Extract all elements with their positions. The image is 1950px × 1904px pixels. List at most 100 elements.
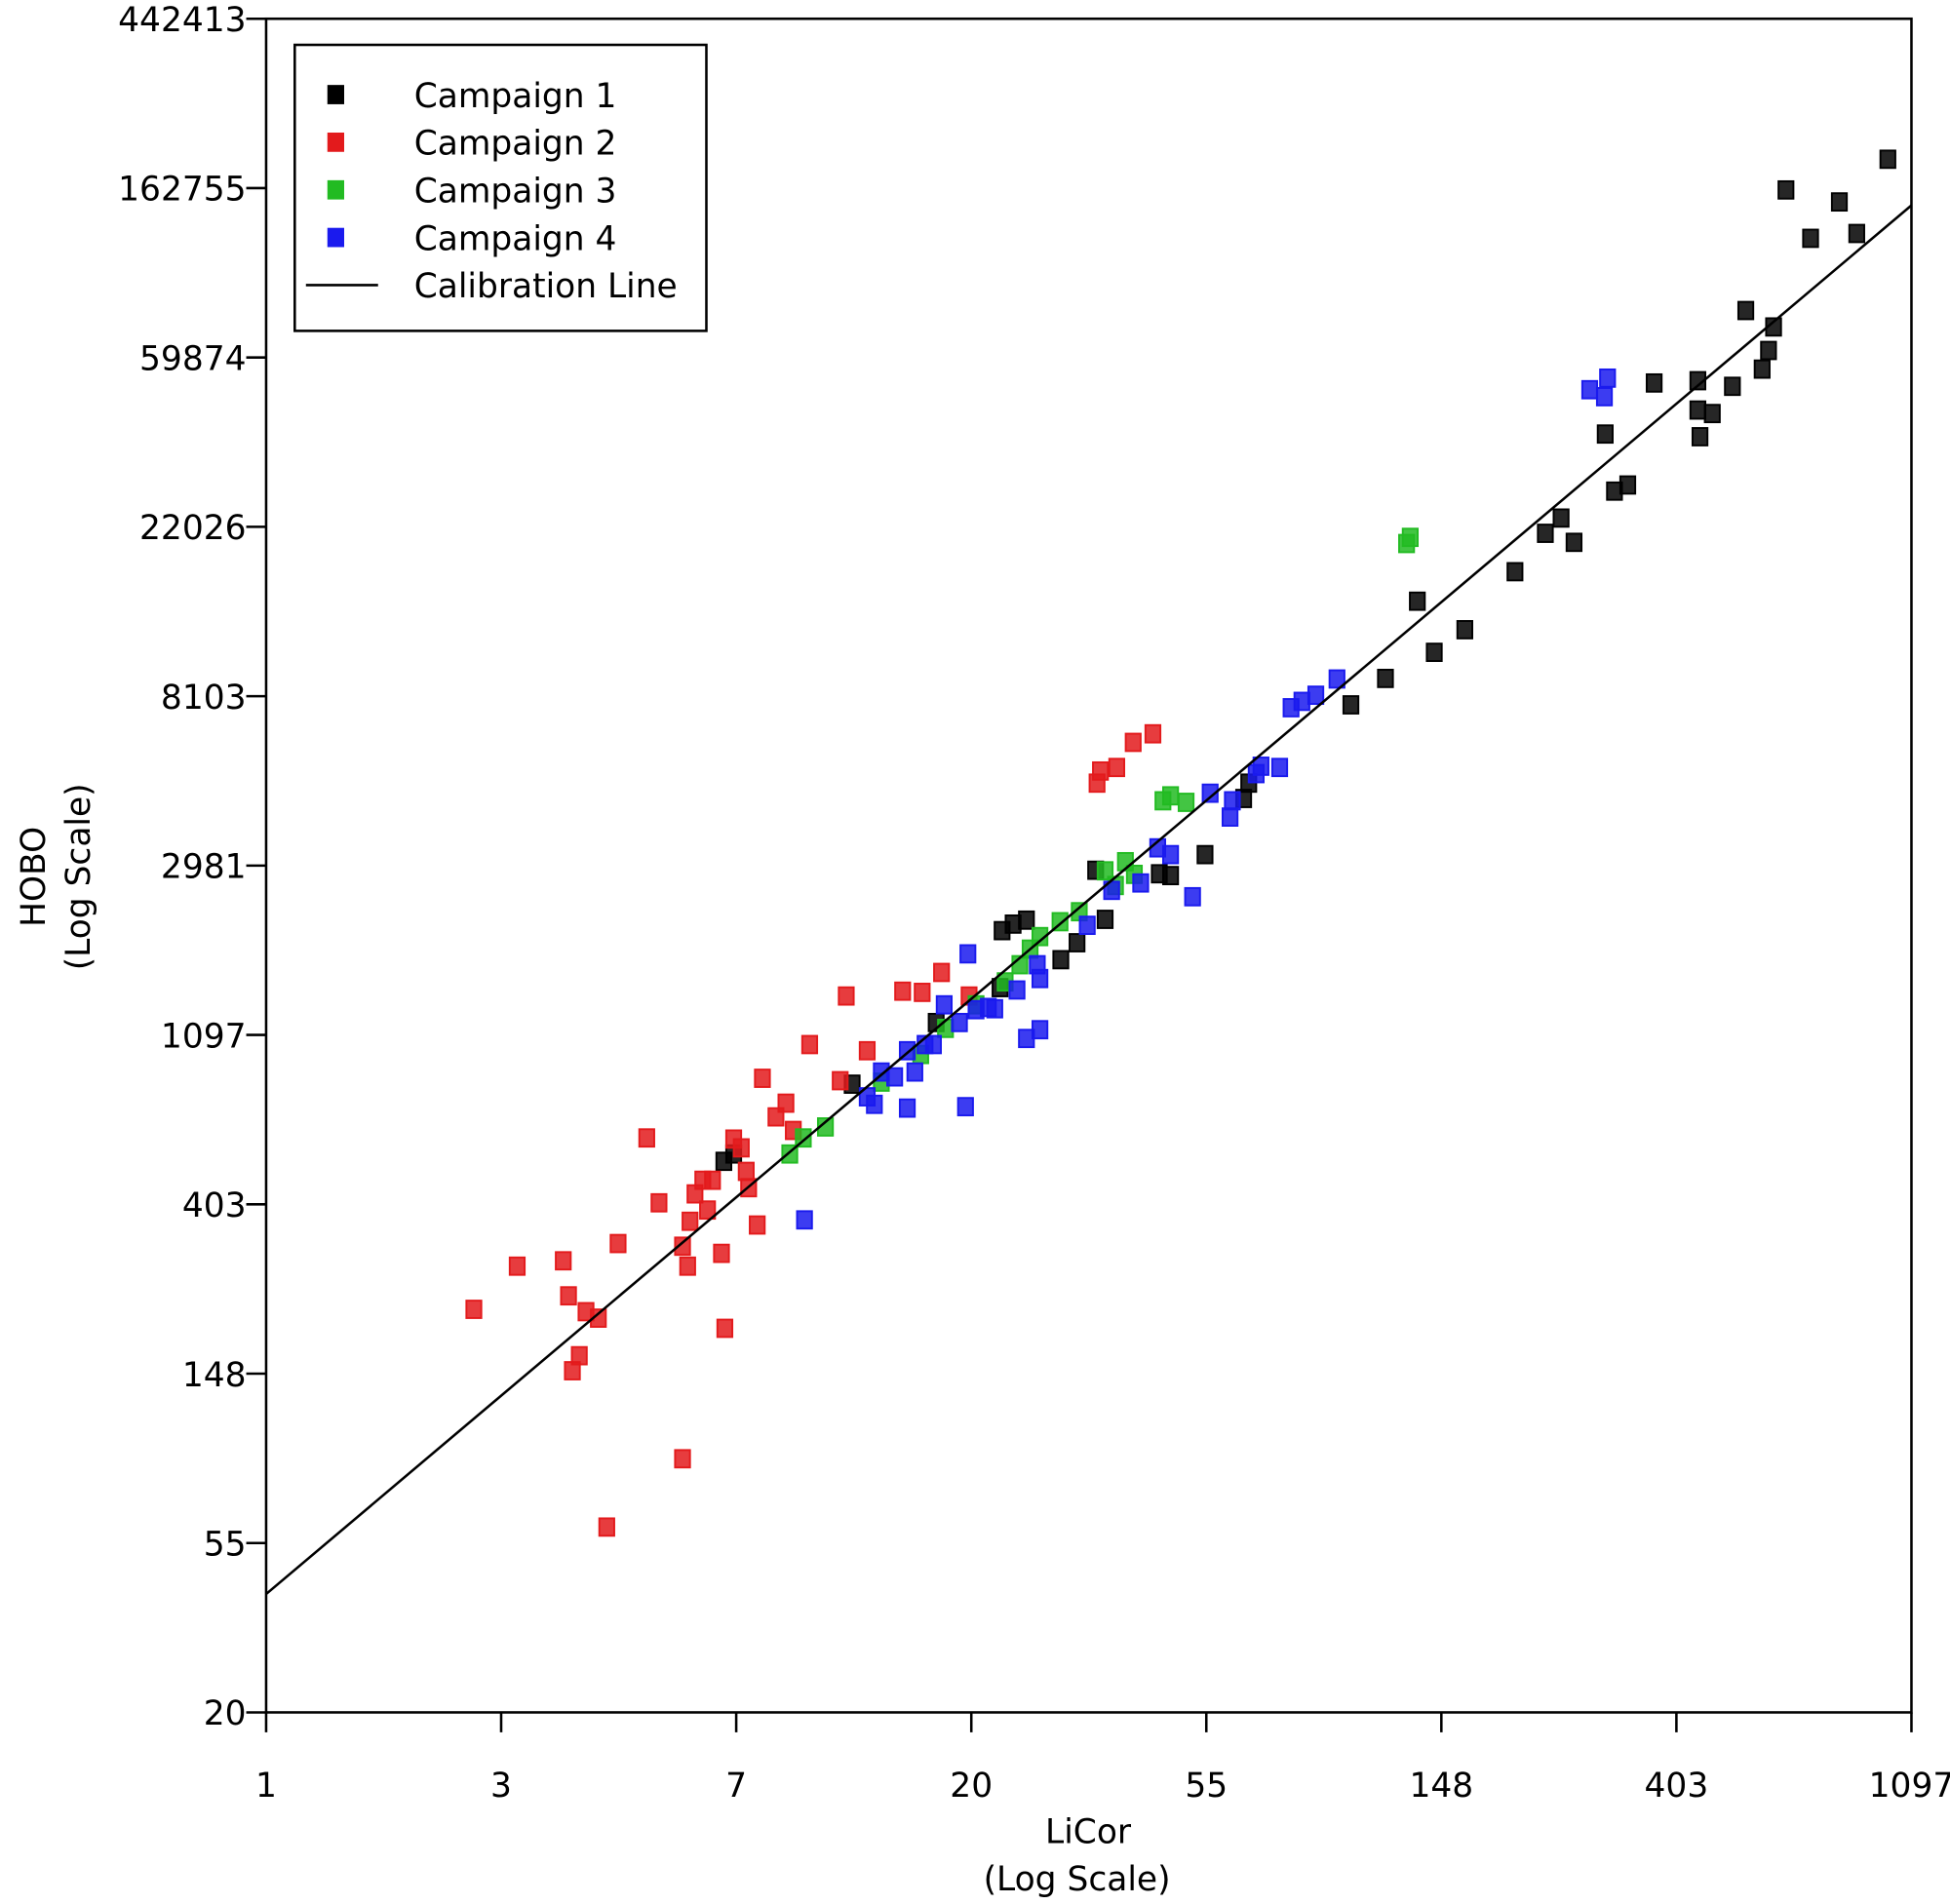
data-point	[682, 1211, 699, 1231]
data-point	[1252, 757, 1269, 776]
data-point	[959, 944, 977, 964]
data-point	[1342, 695, 1360, 715]
data-point	[1108, 758, 1126, 778]
data-point	[1306, 685, 1325, 706]
y-tick-label: 22026	[139, 509, 247, 548]
legend-marker	[327, 179, 344, 200]
data-point	[465, 1300, 483, 1319]
data-point	[1177, 793, 1195, 812]
data-point	[1596, 424, 1614, 445]
data-point	[1161, 866, 1180, 885]
data-point	[1580, 379, 1599, 400]
data-point	[1293, 691, 1310, 712]
data-point	[894, 981, 912, 1001]
data-point	[1565, 532, 1583, 553]
data-point	[1124, 732, 1142, 753]
data-point	[1221, 807, 1239, 827]
data-point	[898, 1098, 916, 1118]
data-point	[1052, 950, 1070, 970]
data-point	[1425, 642, 1443, 662]
data-point	[1552, 508, 1570, 528]
data-point	[1161, 786, 1180, 806]
legend-label: Campaign 1	[414, 77, 617, 116]
data-point	[1328, 669, 1346, 689]
data-point	[555, 1251, 572, 1271]
data-point	[508, 1256, 526, 1276]
data-point	[699, 1200, 717, 1221]
data-point	[886, 1067, 904, 1087]
legend-label: Campaign 2	[414, 125, 617, 164]
data-point	[1096, 861, 1114, 881]
legend-marker	[327, 85, 344, 104]
data-point	[777, 1093, 795, 1113]
data-point	[800, 1034, 819, 1055]
data-point	[609, 1233, 627, 1254]
data-point	[956, 1097, 974, 1117]
data-point	[1456, 620, 1474, 640]
data-point	[858, 1040, 877, 1061]
data-point	[1031, 968, 1049, 989]
data-point	[935, 994, 954, 1015]
data-point	[1595, 387, 1614, 407]
data-point	[1196, 844, 1214, 865]
plot-frame	[264, 17, 1913, 1714]
data-point	[1069, 933, 1086, 952]
y-tick-label: 59874	[139, 339, 247, 378]
data-point	[732, 1138, 750, 1158]
y-tick-label: 148	[182, 1356, 247, 1395]
data-point	[937, 1018, 955, 1038]
data-point	[1031, 926, 1049, 947]
data-point	[1201, 783, 1219, 803]
x-tick-label: 7	[725, 1767, 747, 1806]
y-axis-label: HOBO	[15, 827, 54, 927]
data-point	[598, 1517, 615, 1537]
y-axis-label-group: HOBO (Log Scale)	[15, 783, 98, 970]
data-point	[650, 1192, 668, 1213]
x-tick-label: 403	[1645, 1767, 1709, 1806]
data-point	[737, 1161, 755, 1182]
data-point	[1184, 886, 1201, 907]
data-point	[1224, 791, 1241, 811]
data-point	[1760, 340, 1777, 361]
y-tick-label: 403	[182, 1186, 247, 1225]
data-point	[704, 1170, 722, 1190]
x-tick-label: 1	[255, 1767, 277, 1806]
data-point	[1377, 669, 1394, 688]
x-tick-label: 1097	[1869, 1767, 1950, 1806]
data-point	[560, 1286, 577, 1306]
data-point	[1802, 228, 1819, 249]
data-point	[638, 1128, 655, 1148]
data-point	[1270, 758, 1289, 778]
data-point	[838, 986, 855, 1006]
x-tick-label: 3	[490, 1767, 512, 1806]
data-point	[1753, 359, 1771, 379]
y-tick-label: 162755	[118, 171, 246, 210]
data-point	[1092, 760, 1110, 781]
x-tick-label: 148	[1409, 1767, 1473, 1806]
legend-label: Campaign 3	[414, 172, 617, 211]
data-point	[716, 1318, 734, 1339]
data-point	[1724, 376, 1741, 397]
data-point	[1506, 562, 1524, 582]
data-point	[1161, 844, 1180, 865]
y-tick-label: 8103	[161, 679, 247, 718]
data-point	[1645, 372, 1663, 393]
data-point	[924, 1034, 942, 1055]
data-point	[1078, 915, 1096, 936]
data-point	[1848, 223, 1865, 244]
data-point	[1096, 910, 1114, 929]
data-point	[1008, 980, 1026, 1000]
calibration-line	[265, 204, 1913, 1596]
data-point	[951, 1012, 968, 1032]
x-axis-label: LiCor	[1045, 1812, 1132, 1851]
y-tick-label: 55	[204, 1525, 247, 1564]
data-point	[1132, 873, 1150, 893]
data-point	[590, 1308, 607, 1328]
legend-box	[293, 43, 708, 332]
data-point	[1144, 723, 1162, 744]
data-point	[1004, 913, 1022, 934]
data-point	[1830, 192, 1849, 213]
x-axis-label: (Log Scale)	[984, 1860, 1171, 1899]
data-point	[1736, 300, 1755, 321]
